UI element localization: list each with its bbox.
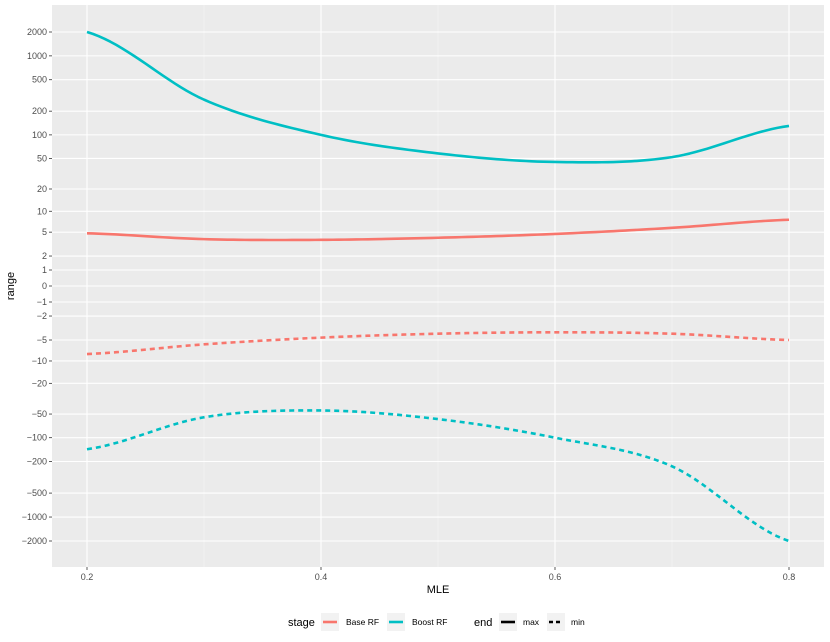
- y-tick-label: 5: [42, 227, 47, 237]
- y-axis-title: range: [5, 272, 17, 300]
- legend-label-min: min: [571, 617, 585, 627]
- x-axis-title: MLE: [427, 584, 450, 596]
- y-tick-label: −1000: [22, 512, 47, 522]
- x-tick-label: 0.2: [81, 572, 94, 582]
- y-tick-label: −2000: [22, 536, 47, 546]
- y-tick-label: 100: [32, 130, 47, 140]
- series-layer: [86, 30, 790, 543]
- y-tick-label: −5: [37, 335, 47, 345]
- legend-stage-title: stage: [288, 617, 315, 629]
- legend: stage Base RF Boost RF end max min: [288, 613, 585, 631]
- y-tick-label: −2: [37, 311, 47, 321]
- y-tick-label: 500: [32, 75, 47, 85]
- series-line-base-rf-min: [86, 330, 790, 356]
- y-tick-label: 50: [37, 153, 47, 163]
- series-line-base-rf-max: [86, 218, 790, 242]
- y-tick-label: −50: [32, 409, 47, 419]
- y-tick-label: −200: [27, 456, 47, 466]
- y-tick-label: −500: [27, 488, 47, 498]
- y-tick-label: 1000: [27, 51, 47, 61]
- y-tick-label: 0: [42, 281, 47, 291]
- legend-end-title: end: [474, 617, 492, 629]
- legend-label-max: max: [523, 617, 540, 627]
- y-axis: 200010005002001005020105210−1−2−5−10−20−…: [22, 27, 52, 546]
- x-tick-label: 0.4: [315, 572, 328, 582]
- y-tick-label: −100: [27, 433, 47, 443]
- series-line-boost-rf-max: [86, 30, 790, 164]
- y-tick-label: 200: [32, 106, 47, 116]
- y-tick-label: 1: [42, 265, 47, 275]
- y-tick-label: 20: [37, 184, 47, 194]
- y-tick-label: 2000: [27, 27, 47, 37]
- x-tick-label: 0.6: [549, 572, 562, 582]
- x-tick-label: 0.8: [783, 572, 796, 582]
- y-tick-label: 10: [37, 206, 47, 216]
- major-gridlines: [52, 5, 824, 567]
- x-axis: 0.2 0.4 0.6 0.8: [81, 567, 796, 582]
- series-line-boost-rf-min: [86, 409, 790, 543]
- y-tick-label: −1: [37, 297, 47, 307]
- y-tick-label: 2: [42, 251, 47, 261]
- y-tick-label: −10: [32, 356, 47, 366]
- legend-label-boost-rf: Boost RF: [412, 617, 447, 627]
- y-tick-label: −20: [32, 378, 47, 388]
- legend-label-base-rf: Base RF: [346, 617, 379, 627]
